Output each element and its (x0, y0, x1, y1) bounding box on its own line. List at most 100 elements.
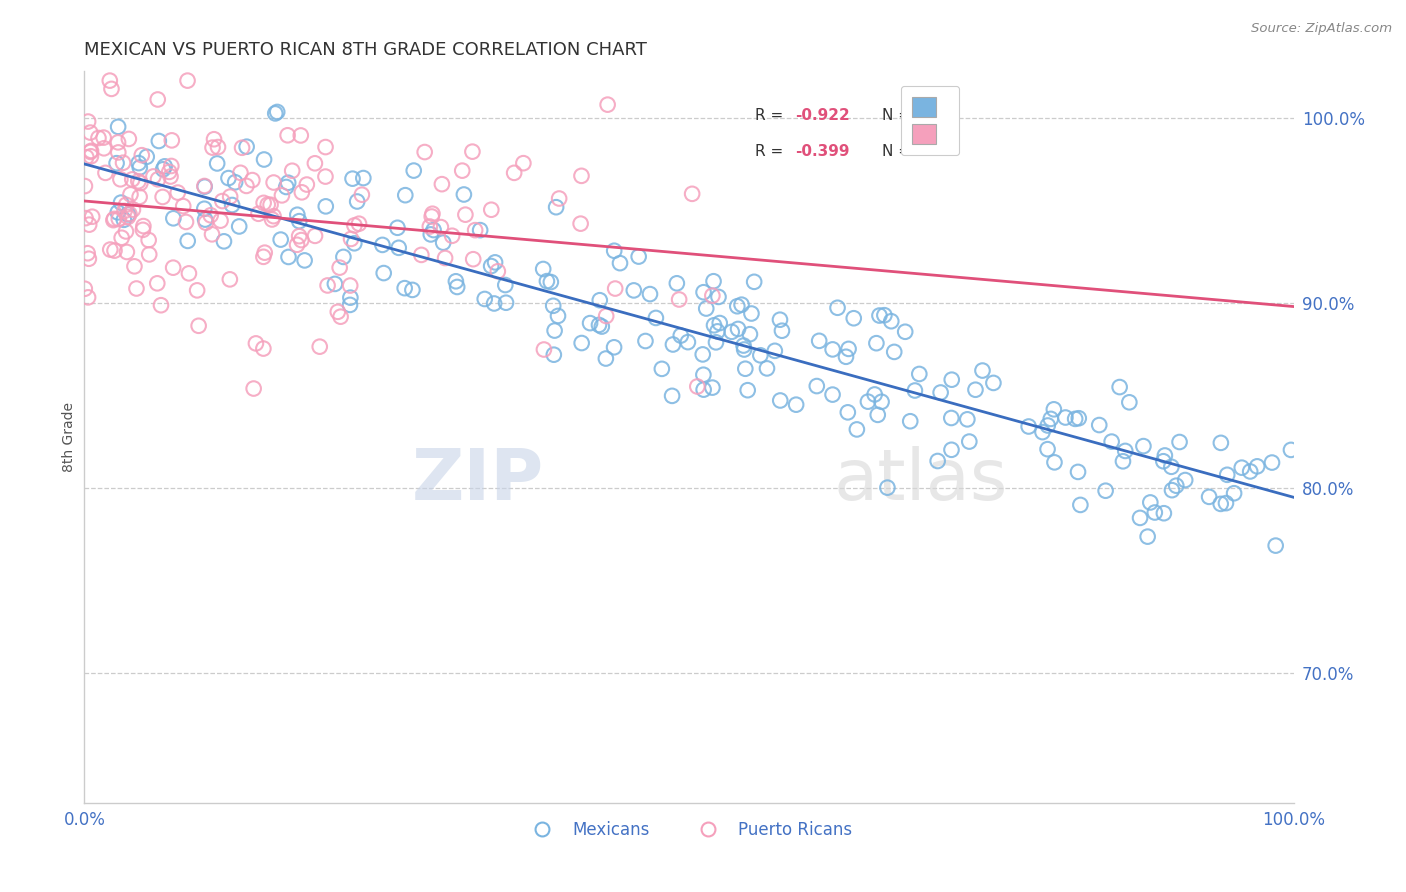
Point (373, 266, 395, 280)
Point (146, 277, 169, 291)
Point (112, 212, 135, 227)
Point (193, 202, 215, 216)
Point (394, 281, 416, 295)
Point (264, 106, 287, 120)
Text: R =: R = (755, 145, 789, 160)
Point (117, 207, 139, 221)
Point (209, 213, 232, 227)
Point (107, 211, 129, 226)
Point (419, 219, 441, 234)
Text: 200: 200 (917, 108, 948, 123)
Point (75, 150, 97, 164)
Point (1230, 460, 1253, 475)
Point (692, 347, 714, 361)
Point (118, 207, 141, 221)
Point (100, 82, 122, 96)
Point (103, 213, 125, 227)
Point (80, 144, 103, 158)
Point (401, 283, 423, 297)
Point (288, 214, 311, 228)
Point (114, 203, 136, 218)
Point (769, 312, 792, 326)
Point (1166, 479, 1188, 493)
Point (162, 211, 184, 226)
Point (1108, 380, 1130, 394)
Point (98, 73, 121, 87)
Point (80, 149, 103, 163)
Point (512, 156, 534, 170)
Point (591, 319, 613, 334)
Point (281, 163, 304, 178)
Point (117, 210, 139, 224)
Point (763, 343, 786, 358)
Text: ZIP: ZIP (412, 447, 544, 516)
Point (304, 156, 326, 170)
Point (288, 229, 311, 244)
Point (1160, 459, 1182, 474)
Point (1043, 402, 1066, 417)
Point (329, 310, 352, 324)
Point (1043, 455, 1066, 469)
Point (110, 172, 132, 186)
Point (205, 156, 228, 170)
Point (124, 260, 146, 274)
Point (669, 328, 692, 343)
Point (876, 481, 898, 495)
Point (704, 335, 727, 350)
Point (194, 212, 217, 227)
Point (432, 235, 454, 250)
Point (769, 393, 792, 408)
Point (703, 274, 725, 288)
Point (1054, 410, 1077, 425)
Point (738, 327, 761, 342)
Point (295, 178, 318, 192)
Point (146, 93, 169, 107)
Point (103, 211, 125, 226)
Point (1279, 442, 1302, 457)
Point (112, 155, 135, 169)
Point (129, 176, 152, 190)
Point (540, 275, 562, 289)
Point (1143, 506, 1166, 520)
Point (546, 200, 568, 214)
Point (132, 219, 155, 233)
Point (201, 227, 224, 242)
Point (245, 336, 267, 351)
Point (135, 150, 157, 164)
Text: -0.399: -0.399 (796, 145, 849, 160)
Point (253, 245, 276, 260)
Point (603, 244, 626, 258)
Point (837, 405, 859, 419)
Point (128, 156, 150, 170)
Point (434, 251, 457, 265)
Point (695, 301, 717, 316)
Point (162, 260, 184, 275)
Point (589, 293, 612, 308)
Point (454, 208, 477, 222)
Point (856, 394, 879, 409)
Point (224, 175, 246, 189)
Point (821, 343, 844, 357)
Point (543, 348, 565, 362)
Point (200, 208, 222, 222)
Point (263, 209, 285, 223)
Point (494, 278, 516, 293)
Point (1118, 395, 1140, 409)
Point (193, 179, 215, 194)
Point (983, 376, 1005, 390)
Point (201, 140, 224, 154)
Point (94, 166, 117, 180)
Point (294, 253, 316, 268)
Point (218, 272, 240, 286)
Point (107, 205, 129, 219)
Point (82, 210, 104, 224)
Point (316, 278, 339, 293)
Point (186, 284, 208, 298)
Point (484, 255, 506, 269)
Point (115, 198, 138, 212)
Point (1036, 442, 1059, 457)
Point (194, 179, 217, 194)
Point (474, 292, 496, 306)
Point (1132, 439, 1154, 453)
Point (314, 169, 336, 184)
